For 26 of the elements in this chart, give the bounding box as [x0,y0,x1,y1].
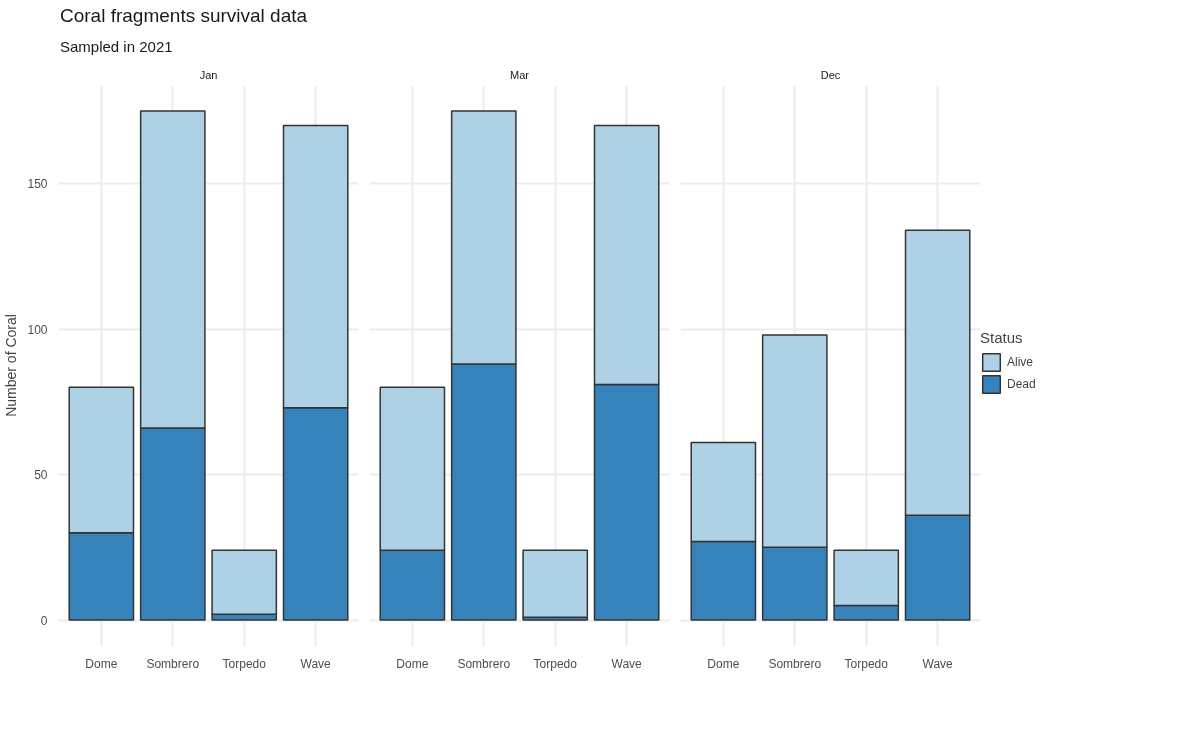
y-axis-title: Number of Coral [3,313,20,417]
y-tick-label: 50 [34,467,48,482]
legend-label: Dead [1007,376,1036,391]
x-tick-label: Wave [300,656,332,671]
x-tick-label: Dome [85,656,118,671]
y-tick-label: 150 [27,176,48,191]
chart-title: Jan [199,68,218,81]
legend-label: Alive [1007,354,1034,369]
x-tick-label: Dome [707,656,740,671]
chart-title: Dec [820,68,841,81]
x-tick-label: Torpedo [844,656,889,671]
bar [522,549,589,618]
x-tick-label: Wave [611,656,643,671]
legend-title: Status [980,328,1024,346]
x-tick-label: Sombrero [146,656,200,671]
x-tick-label: Sombrero [457,656,511,671]
text: Sampled in 2021 [60,37,173,56]
text: Coral fragments survival data [60,5,308,28]
y-tick-label: 0 [40,613,48,628]
x-tick-label: Dome [396,656,429,671]
x-tick-label: Torpedo [533,656,578,671]
x-tick-label: Torpedo [222,656,267,671]
y-tick-label: 100 [27,322,48,337]
chart-title: Mar [510,68,530,81]
x-tick-label: Sombrero [768,656,822,671]
x-tick-label: Wave [922,656,954,671]
